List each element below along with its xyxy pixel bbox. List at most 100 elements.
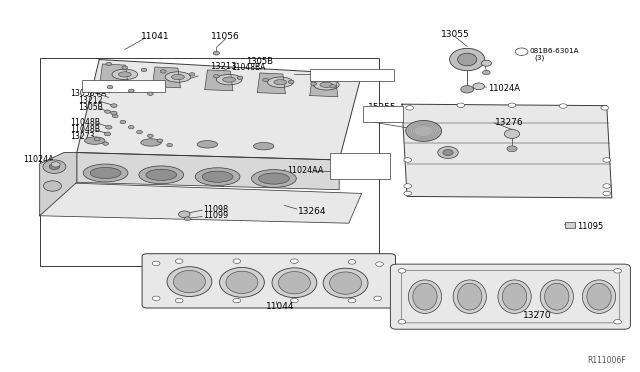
Text: 13212: 13212 [78, 96, 102, 105]
Circle shape [515, 48, 528, 55]
Circle shape [262, 78, 269, 81]
Text: 11024A: 11024A [23, 155, 54, 164]
Circle shape [43, 160, 66, 173]
Text: 11048BA: 11048BA [232, 63, 266, 72]
Circle shape [107, 86, 113, 89]
Circle shape [213, 51, 220, 55]
Text: 11B12: 11B12 [332, 161, 356, 170]
Circle shape [406, 121, 442, 141]
Ellipse shape [197, 141, 218, 148]
Text: 13264: 13264 [298, 207, 327, 216]
Ellipse shape [458, 283, 482, 310]
Circle shape [404, 191, 412, 196]
Circle shape [120, 121, 125, 124]
Circle shape [473, 83, 484, 90]
Circle shape [184, 217, 191, 221]
Text: PLUG(2): PLUG(2) [312, 75, 340, 81]
Polygon shape [205, 70, 233, 91]
Ellipse shape [173, 270, 205, 293]
Polygon shape [402, 104, 612, 198]
Circle shape [504, 129, 520, 138]
Polygon shape [77, 153, 339, 190]
Circle shape [111, 104, 117, 108]
Text: 11024AA: 11024AA [287, 166, 323, 175]
Circle shape [175, 259, 183, 263]
Bar [363, 106, 403, 122]
Circle shape [111, 111, 117, 115]
Circle shape [508, 103, 516, 108]
Circle shape [214, 75, 219, 78]
Text: 11099: 11099 [204, 211, 228, 220]
Circle shape [507, 146, 517, 152]
Text: 13213: 13213 [210, 62, 236, 71]
Circle shape [44, 181, 61, 191]
Circle shape [141, 68, 147, 71]
Circle shape [147, 134, 153, 138]
Ellipse shape [582, 280, 616, 313]
Ellipse shape [320, 82, 333, 87]
Circle shape [398, 320, 406, 324]
Ellipse shape [449, 48, 485, 71]
Ellipse shape [226, 271, 258, 294]
Text: 1305B: 1305B [78, 103, 103, 112]
Ellipse shape [84, 137, 105, 144]
Circle shape [152, 296, 160, 301]
Circle shape [157, 139, 163, 142]
Text: 13270: 13270 [524, 311, 552, 320]
Circle shape [113, 115, 118, 118]
Circle shape [291, 259, 298, 263]
Ellipse shape [146, 169, 177, 180]
Circle shape [603, 158, 611, 162]
Ellipse shape [545, 283, 569, 310]
Text: PLUG(2): PLUG(2) [84, 86, 112, 93]
Text: D0931-Z0B00: D0931-Z0B00 [84, 81, 132, 87]
Circle shape [406, 106, 413, 110]
Ellipse shape [172, 74, 184, 80]
Text: 11056: 11056 [211, 32, 239, 41]
Circle shape [461, 86, 474, 93]
Circle shape [457, 103, 465, 108]
Circle shape [603, 184, 611, 188]
Ellipse shape [330, 272, 362, 294]
Circle shape [122, 66, 128, 69]
Circle shape [404, 184, 412, 188]
Ellipse shape [141, 139, 161, 146]
Circle shape [105, 110, 111, 113]
Ellipse shape [274, 80, 287, 85]
Circle shape [614, 320, 621, 324]
FancyBboxPatch shape [142, 254, 396, 308]
Ellipse shape [587, 283, 611, 310]
Ellipse shape [413, 283, 437, 310]
Ellipse shape [112, 69, 138, 80]
FancyBboxPatch shape [390, 264, 630, 329]
Ellipse shape [259, 173, 289, 184]
Circle shape [51, 162, 60, 167]
Text: 13276: 13276 [495, 118, 524, 126]
Text: 13264A: 13264A [332, 168, 362, 177]
Circle shape [443, 150, 453, 155]
Circle shape [374, 296, 381, 301]
Circle shape [137, 131, 143, 134]
Text: 11044: 11044 [266, 302, 294, 311]
Circle shape [179, 211, 190, 218]
Circle shape [483, 70, 490, 75]
Bar [40, 58, 379, 266]
Circle shape [233, 298, 241, 303]
Ellipse shape [139, 166, 184, 184]
Circle shape [106, 125, 112, 129]
Ellipse shape [314, 80, 339, 90]
Text: B: B [520, 49, 524, 54]
Text: (3): (3) [534, 54, 545, 61]
Ellipse shape [220, 267, 264, 297]
Circle shape [481, 60, 492, 66]
Circle shape [175, 298, 183, 303]
Bar [310, 69, 394, 81]
Ellipse shape [83, 164, 128, 182]
Polygon shape [100, 64, 128, 85]
Circle shape [160, 70, 166, 73]
Circle shape [398, 269, 406, 273]
Circle shape [128, 89, 134, 92]
Bar [565, 222, 575, 228]
Circle shape [603, 191, 611, 196]
Circle shape [104, 132, 111, 136]
